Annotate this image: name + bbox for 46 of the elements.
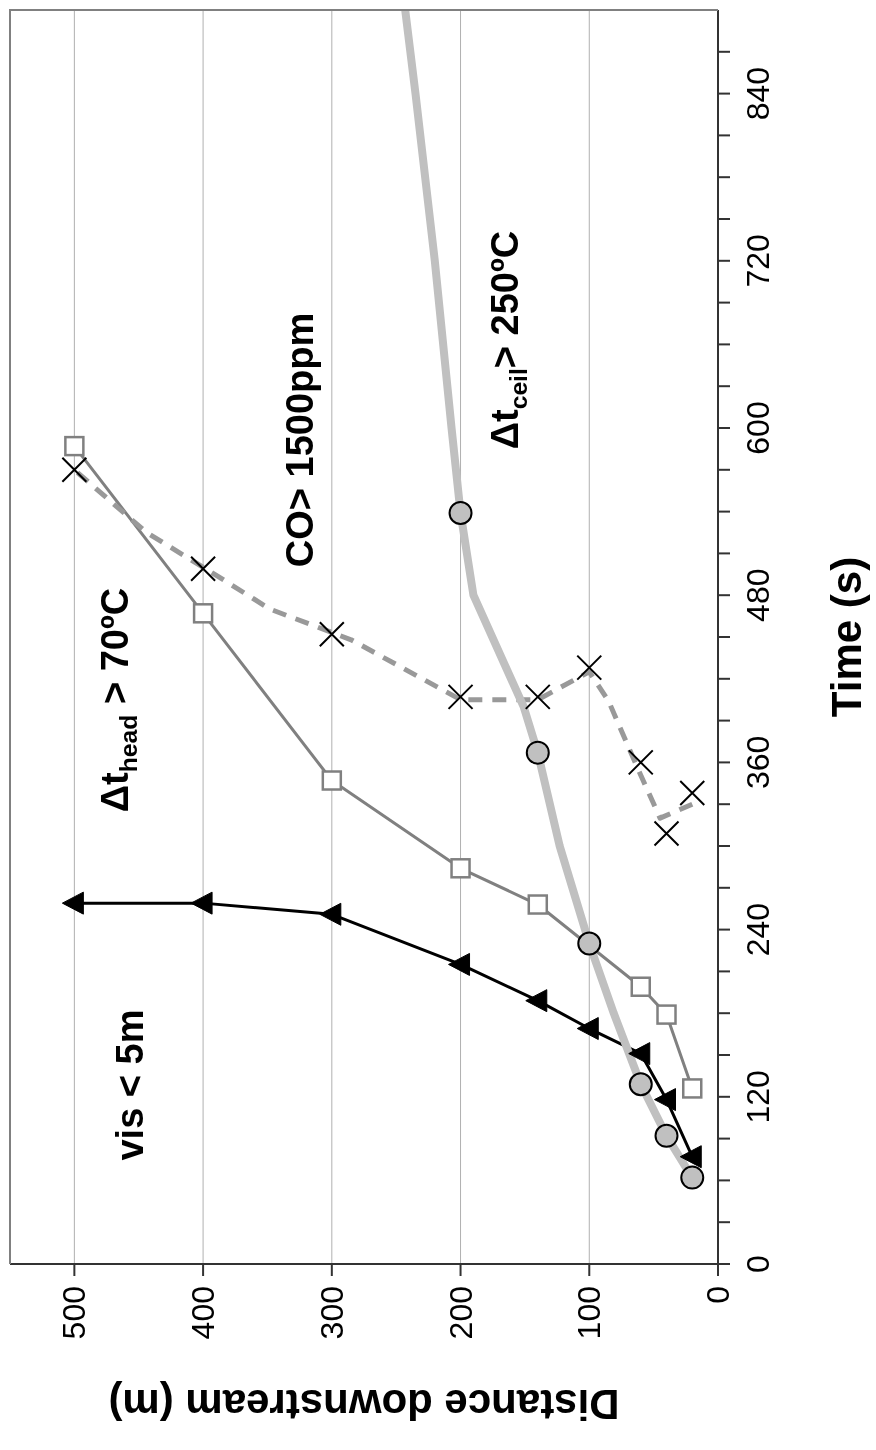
- y-tick-label: 360: [740, 735, 776, 790]
- x-axis-title: Distance downstream (m): [108, 1381, 620, 1429]
- point: [679, 780, 706, 807]
- point: [628, 1072, 653, 1097]
- point: [656, 1004, 677, 1025]
- point: [682, 1078, 703, 1099]
- point: [576, 1017, 599, 1041]
- y-tick-label: 720: [740, 234, 776, 288]
- y-tick-label: 600: [740, 401, 776, 455]
- point: [64, 435, 85, 457]
- point: [192, 603, 214, 624]
- point: [527, 894, 549, 915]
- point: [190, 891, 213, 915]
- point: [319, 902, 342, 926]
- point: [577, 931, 602, 956]
- point: [525, 989, 548, 1013]
- point: [190, 555, 217, 582]
- text: vis < 5m: [109, 1009, 151, 1161]
- x-tick-label: 500: [56, 1286, 93, 1340]
- text: CO> 1500ppm: [279, 312, 321, 568]
- point: [630, 976, 652, 997]
- y-tick-label: 840: [740, 66, 776, 121]
- point: [654, 1123, 679, 1148]
- point: [318, 621, 345, 648]
- point: [450, 858, 471, 879]
- x-tick-label: 200: [442, 1286, 479, 1340]
- point: [653, 820, 680, 847]
- point: [321, 770, 343, 791]
- point: [680, 1165, 705, 1190]
- x-tick-label: 0: [700, 1286, 736, 1304]
- point: [448, 952, 471, 976]
- point: [448, 500, 473, 525]
- y-tick-label: 0: [740, 1255, 776, 1273]
- y-axis-title: Time (s): [822, 556, 870, 718]
- point: [654, 1088, 677, 1112]
- y-tick-label: 480: [740, 568, 776, 622]
- x-tick-label: 100: [571, 1286, 608, 1340]
- point: [525, 740, 550, 765]
- point: [627, 749, 654, 776]
- point: [628, 1042, 651, 1066]
- x-tick-label: 300: [313, 1286, 350, 1340]
- y-tick-label: 120: [740, 1070, 776, 1124]
- point: [679, 1145, 702, 1169]
- point: [61, 891, 84, 915]
- y-tick-label: 240: [740, 902, 776, 957]
- x-tick-label: 400: [185, 1286, 222, 1340]
